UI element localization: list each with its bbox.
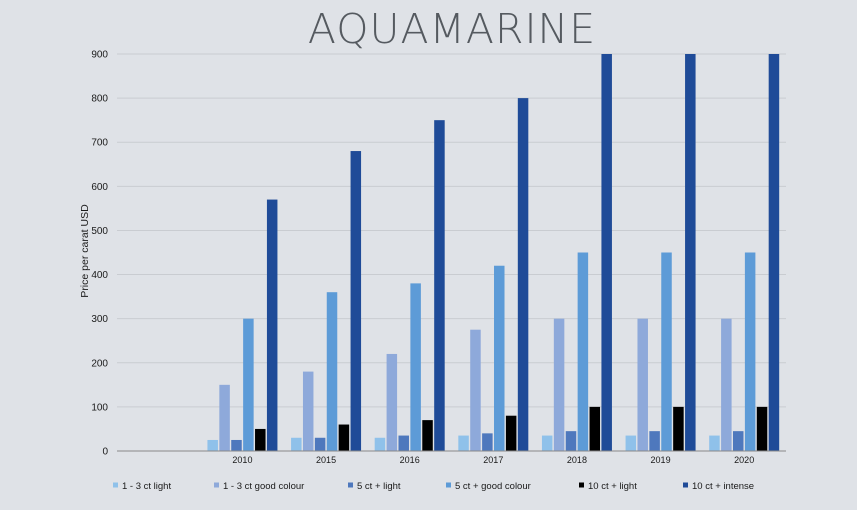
bar — [482, 433, 493, 451]
bar — [266, 199, 278, 451]
legend-label: 10 ct + light — [588, 481, 637, 492]
bar — [649, 431, 660, 451]
bar — [434, 120, 445, 452]
y-tick-label: 500 — [91, 226, 108, 237]
bar — [422, 420, 433, 451]
bar — [255, 428, 266, 451]
y-tick-labels: 0 100 200 300 400 500 600 700 800 900 — [91, 50, 108, 458]
y-tick-label: 300 — [91, 314, 108, 325]
bar — [326, 292, 338, 451]
legend-swatch — [446, 482, 451, 488]
legend-swatch — [214, 482, 219, 488]
bar — [470, 329, 481, 451]
x-tick-label: 2016 — [400, 455, 420, 465]
bar — [386, 353, 398, 451]
bar — [291, 437, 302, 451]
bar — [685, 54, 696, 451]
y-tick-label: 100 — [91, 402, 108, 413]
x-tick-label: 2020 — [734, 455, 754, 465]
bar — [541, 435, 553, 451]
legend-swatch — [113, 482, 118, 488]
y-tick-label: 600 — [91, 182, 108, 193]
bar — [625, 435, 637, 451]
bar — [517, 98, 529, 451]
bar — [589, 406, 601, 451]
bar — [410, 283, 421, 451]
legend-label: 5 ct + light — [357, 481, 401, 492]
bar — [458, 435, 469, 451]
bar — [494, 265, 505, 451]
bar — [338, 424, 350, 451]
bar — [553, 318, 565, 451]
legend-swatch — [579, 482, 584, 488]
legend-label: 1 - 3 ct light — [122, 481, 171, 492]
y-tick-label: 800 — [91, 94, 108, 105]
bar — [768, 54, 780, 451]
legend-swatch — [348, 482, 353, 488]
bar — [673, 406, 684, 451]
y-tick-label: 700 — [91, 138, 108, 149]
chart-title: AQUAMARINE — [308, 5, 596, 53]
bar — [732, 431, 744, 451]
x-tick-label: 2018 — [567, 455, 587, 465]
bar — [207, 439, 218, 451]
bar — [398, 435, 409, 451]
bar — [231, 439, 242, 451]
bar — [721, 318, 732, 451]
y-tick-label: 0 — [102, 447, 108, 458]
legend-swatch — [683, 482, 688, 488]
bar — [756, 406, 768, 451]
bar — [577, 252, 589, 451]
x-tick-label: 2015 — [316, 455, 336, 465]
y-axis-label: Price per carat USD — [79, 204, 91, 298]
y-tick-label: 200 — [91, 358, 108, 369]
bar — [219, 384, 230, 451]
bar — [709, 435, 720, 451]
bar — [565, 431, 577, 451]
y-tick-label: 900 — [91, 50, 108, 61]
x-tick-label: 2010 — [232, 455, 252, 465]
bar — [302, 371, 314, 451]
bar — [374, 437, 386, 451]
legend-label: 1 - 3 ct good colour — [223, 481, 304, 492]
bar — [505, 415, 517, 451]
bars — [207, 54, 780, 452]
bar — [661, 252, 672, 451]
x-tick-label: 2019 — [651, 455, 671, 465]
bar — [243, 318, 254, 451]
bar — [601, 54, 612, 451]
legend-label: 10 ct + intense — [692, 481, 754, 492]
bar — [744, 252, 756, 451]
legend-label: 5 ct + good colour — [455, 481, 531, 492]
legend: 1 - 3 ct light 1 - 3 ct good colour 5 ct +… — [113, 481, 754, 492]
bar — [314, 437, 326, 451]
x-tick-label: 2017 — [483, 455, 503, 465]
bar — [637, 318, 648, 451]
bar — [350, 151, 362, 452]
y-tick-label: 400 — [91, 270, 108, 281]
grid-lines — [117, 53, 786, 408]
x-tick-labels: 2010 2015 2016 2017 2018 2019 2020 — [232, 455, 754, 465]
